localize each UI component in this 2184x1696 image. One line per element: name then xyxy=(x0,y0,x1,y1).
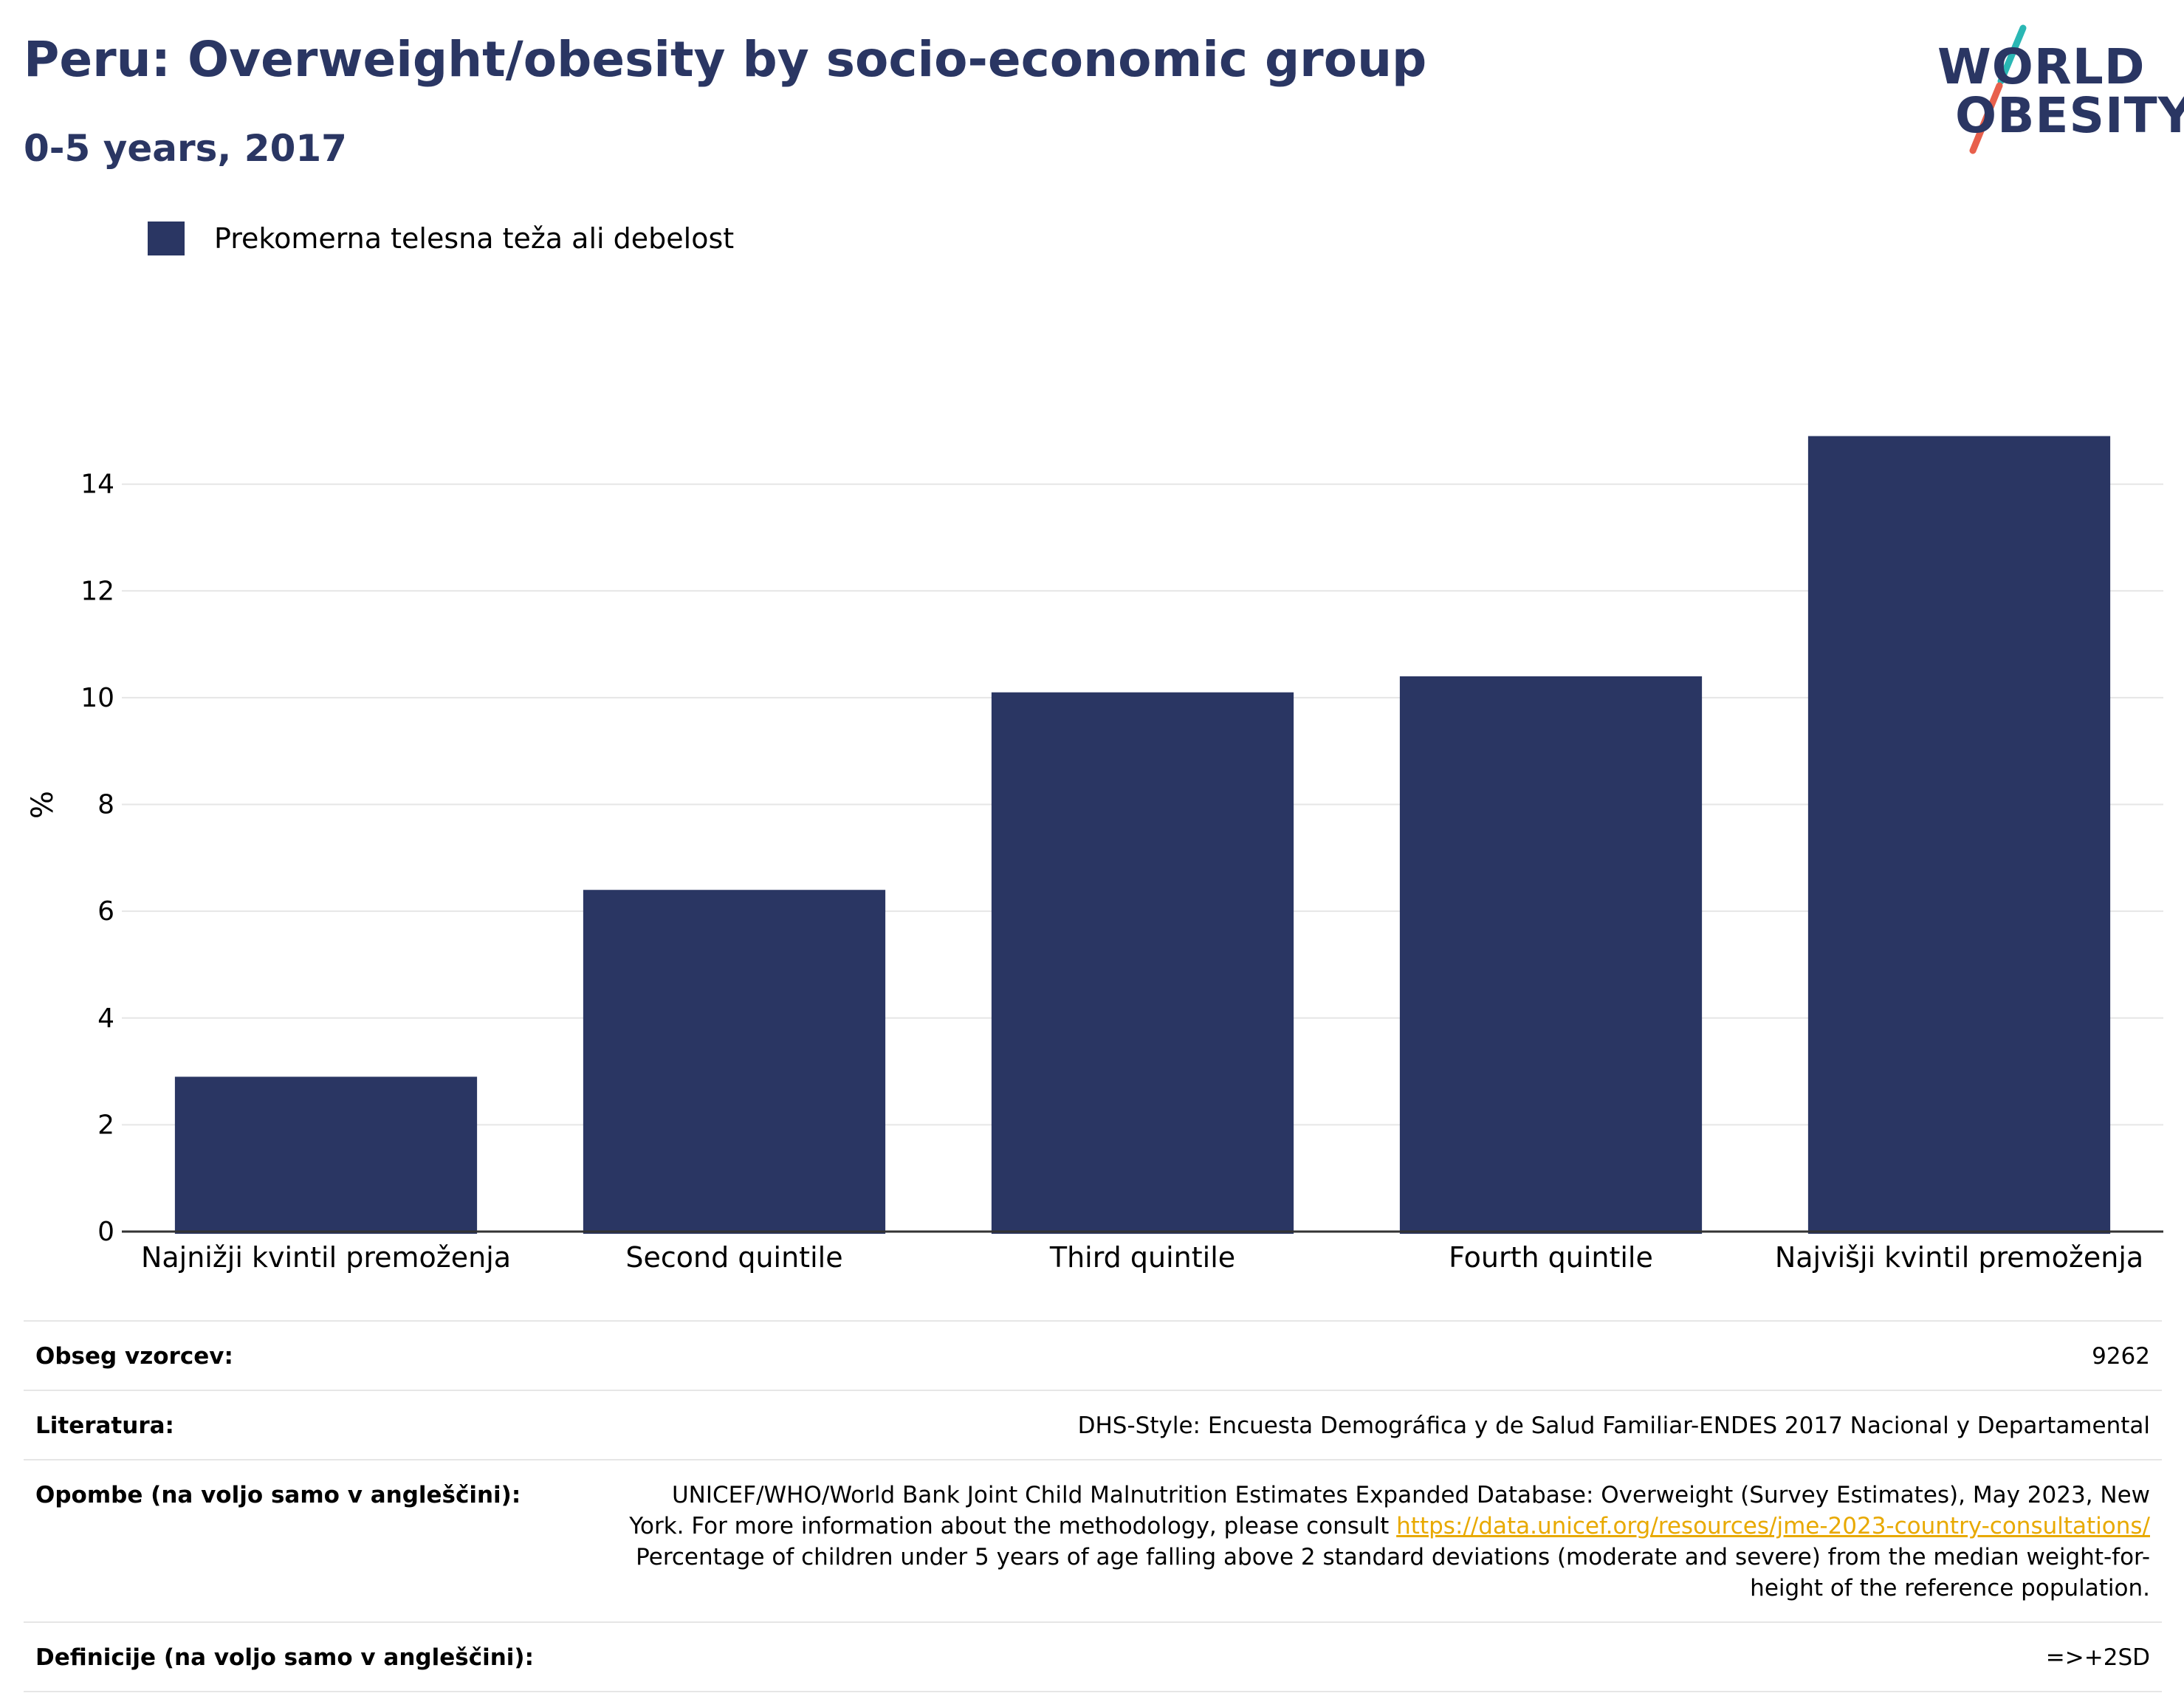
y-tick-label: 8 xyxy=(97,790,114,820)
chart-legend: Prekomerna telesna teža ali debelost xyxy=(148,220,734,257)
logo-text-obesity: OBESITY xyxy=(1955,87,2184,144)
legend-label: Prekomerna telesna teža ali debelost xyxy=(214,222,735,255)
x-tick-label: Fourth quintile xyxy=(1449,1241,1653,1274)
notes-text-end: Percentage of children under 5 years of … xyxy=(636,1544,2150,1601)
logo-text-world: WORLD xyxy=(1937,38,2146,95)
world-obesity-logo: WORLD OBESITY xyxy=(1920,21,2184,161)
unicef-source-link[interactable]: https://data.unicef.org/resources/jme-20… xyxy=(1396,1513,2150,1539)
meta-key: Definicije (na voljo samo v angleščini): xyxy=(35,1644,534,1671)
meta-row-sample-size: Obseg vzorcev: 9262 xyxy=(24,1322,2162,1391)
y-tick-label: 14 xyxy=(80,470,114,500)
bar xyxy=(1399,676,1703,1234)
y-tick-label: 10 xyxy=(80,683,114,713)
meta-value: =>+2SD xyxy=(2045,1644,2150,1671)
chart-subtitle: 0-5 years, 2017 xyxy=(24,127,347,170)
meta-value: DHS-Style: Encuesta Demográfica y de Sal… xyxy=(1077,1412,2150,1439)
notes-text-start: UNICEF/WHO/World Bank Joint Child Malnut… xyxy=(629,1482,2150,1539)
y-tick-label: 6 xyxy=(97,896,114,927)
metadata-table: Obseg vzorcev: 9262 Literatura: DHS-Styl… xyxy=(24,1320,2162,1692)
logo-slash-icon xyxy=(1969,24,2027,154)
bar xyxy=(174,1077,478,1234)
bar xyxy=(991,692,1294,1234)
meta-key: Opombe (na voljo samo v angleščini): xyxy=(35,1482,521,1508)
meta-key: Literatura: xyxy=(35,1412,174,1439)
meta-row-notes: Opombe (na voljo samo v angleščini): UNI… xyxy=(24,1460,2162,1623)
meta-value: 9262 xyxy=(2092,1343,2150,1370)
x-tick-label: Najvišji kvintil premoženja xyxy=(1775,1241,2143,1274)
x-tick-label: Second quintile xyxy=(625,1241,842,1274)
y-tick-label: 2 xyxy=(97,1110,114,1140)
meta-key: Obseg vzorcev: xyxy=(35,1343,233,1370)
meta-row-literature: Literatura: DHS-Style: Encuesta Demográf… xyxy=(24,1391,2162,1460)
y-axis-label: % xyxy=(26,790,60,820)
chart-title: Peru: Overweight/obesity by socio-econom… xyxy=(24,31,1427,88)
x-tick-label: Third quintile xyxy=(1049,1241,1235,1274)
bar xyxy=(583,890,886,1234)
y-tick-label: 0 xyxy=(97,1217,114,1247)
legend-swatch xyxy=(148,222,185,255)
bar xyxy=(1807,436,2111,1234)
y-tick-label: 12 xyxy=(80,576,114,606)
y-tick-label: 4 xyxy=(97,1003,114,1034)
bar-chart: 0 2 4 6 8 10 12 14 Najnižji kvintil premoženja Se… xyxy=(80,436,2163,1274)
x-tick-label: Najnižji kvintil premoženja xyxy=(141,1241,511,1274)
meta-row-definitions: Definicije (na voljo samo v angleščini):… xyxy=(24,1623,2162,1692)
meta-value: UNICEF/WHO/World Bank Joint Child Malnut… xyxy=(614,1480,2150,1604)
